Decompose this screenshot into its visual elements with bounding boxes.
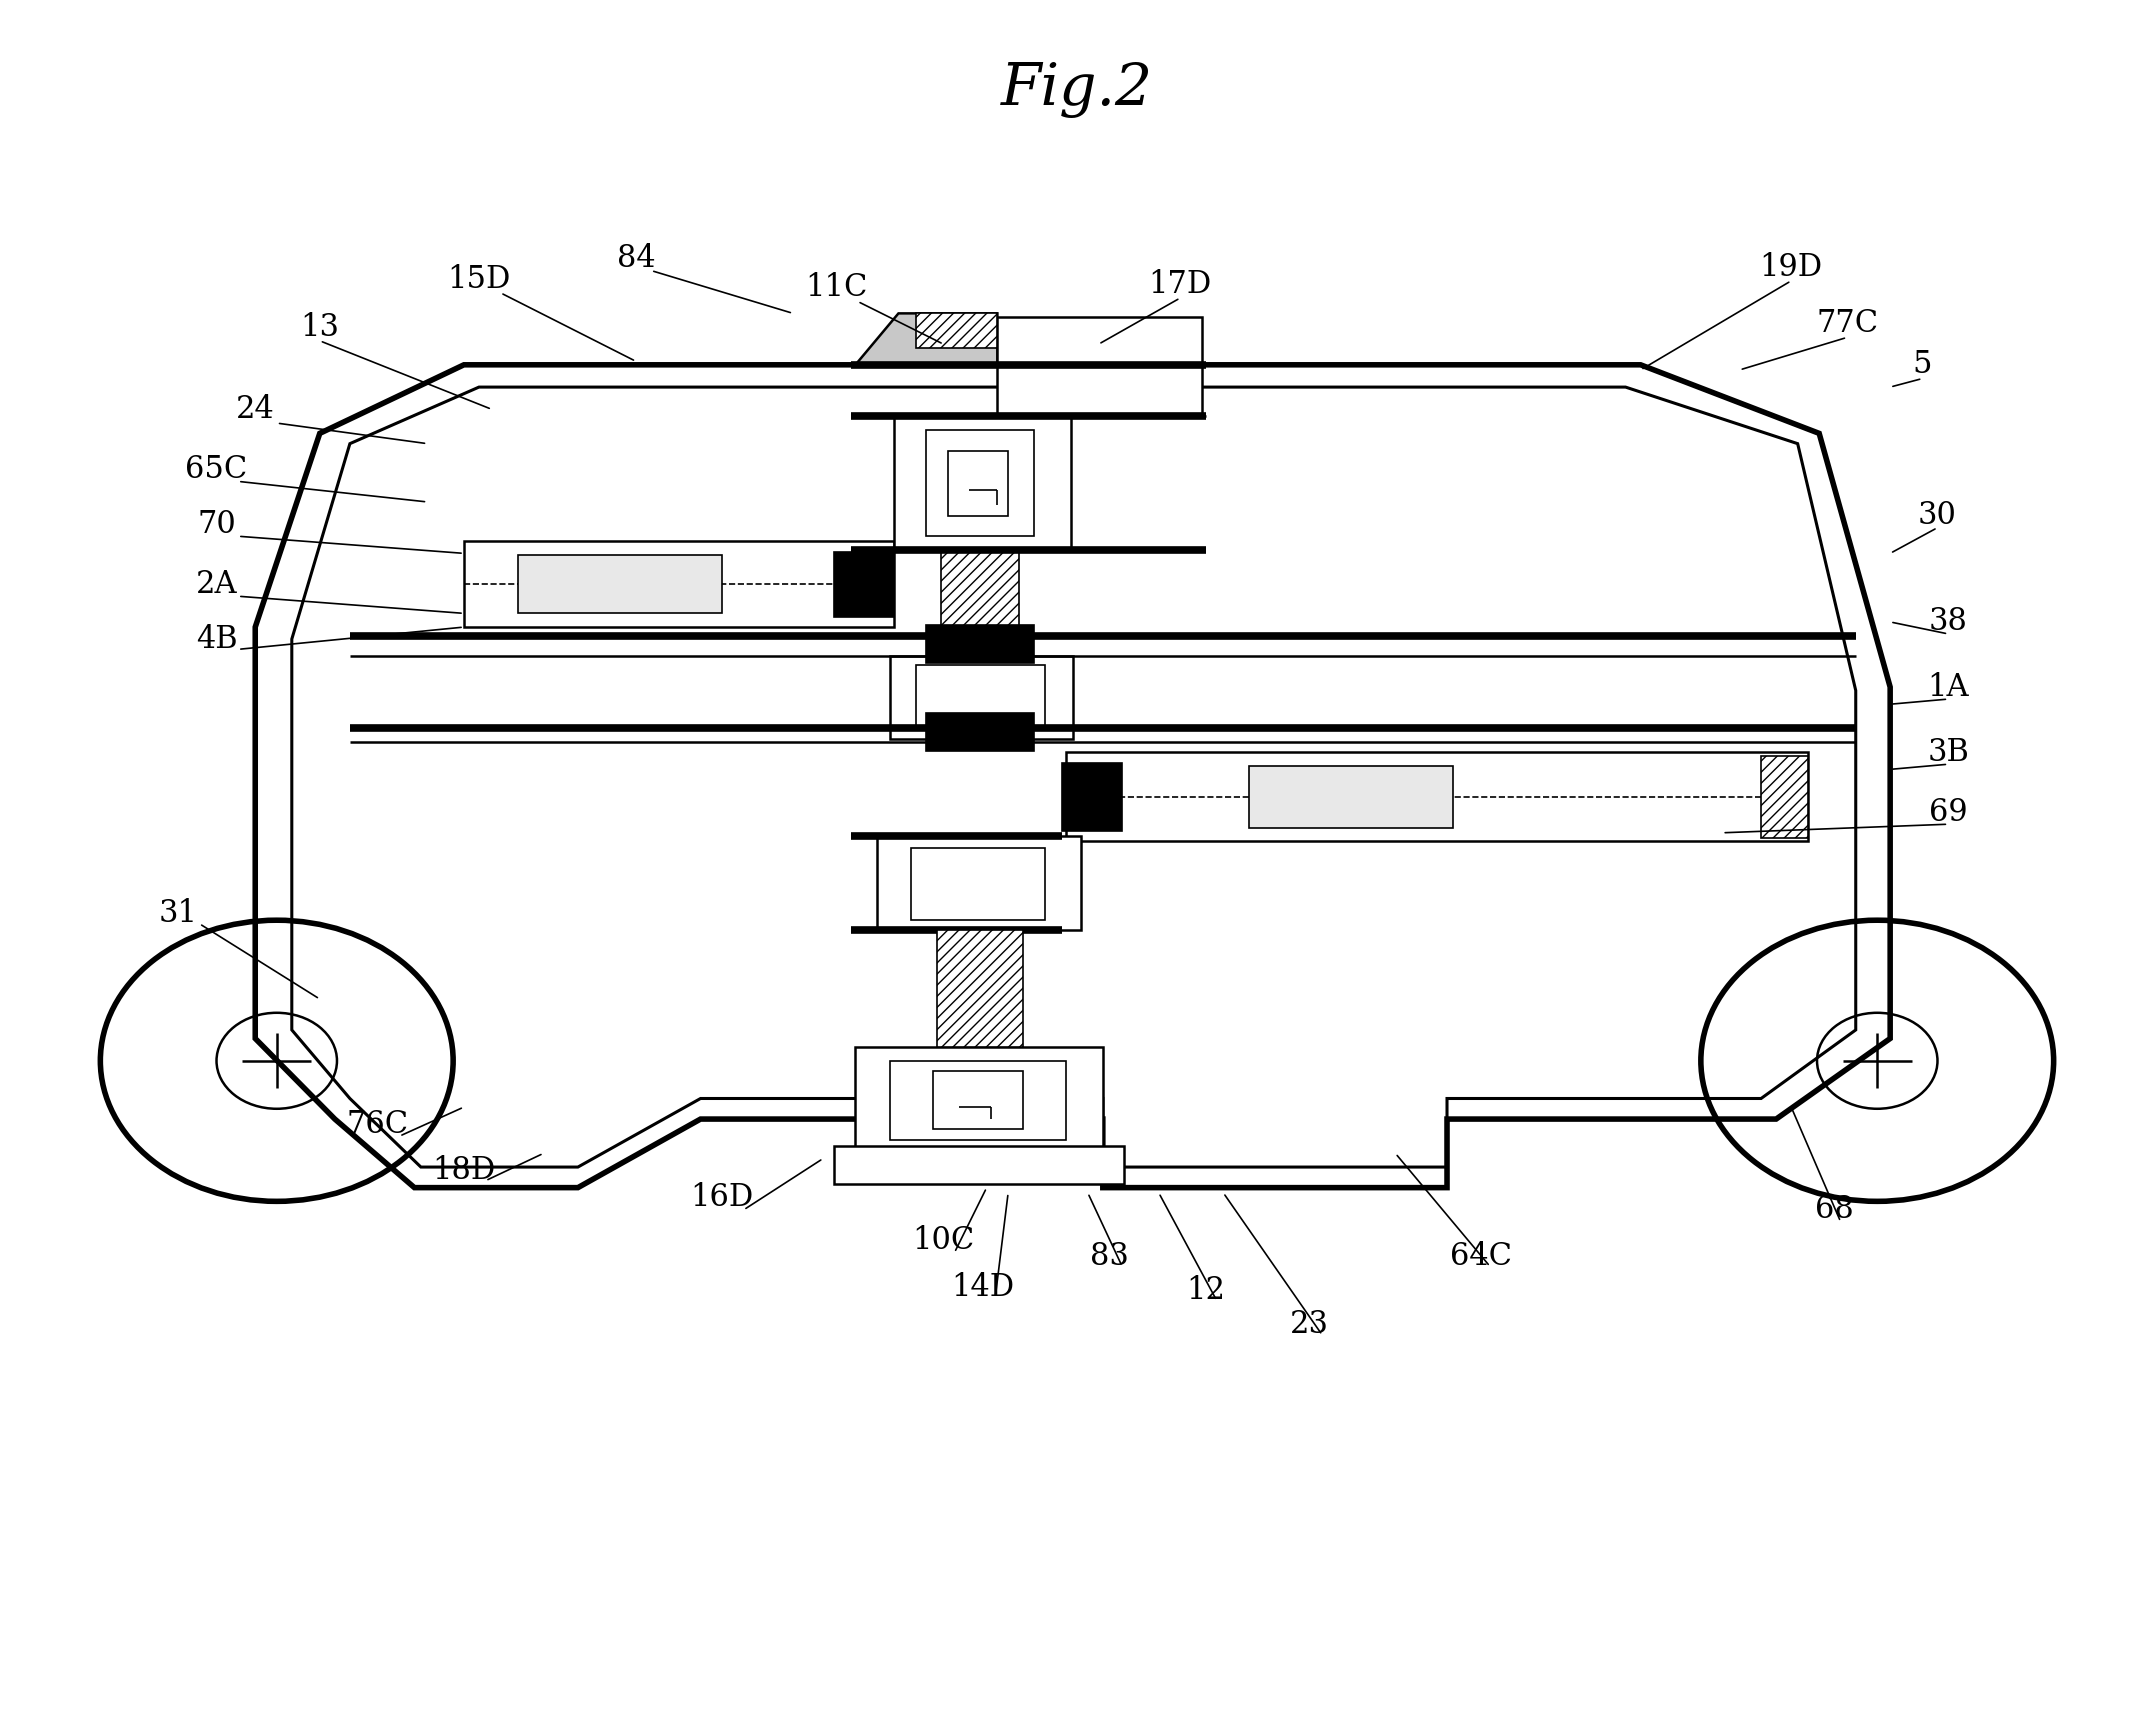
Bar — [926, 713, 1034, 750]
Bar — [890, 1061, 1066, 1140]
Text: 11C: 11C — [806, 273, 868, 304]
Bar — [894, 416, 1071, 549]
Text: 83: 83 — [1090, 1241, 1129, 1272]
Text: 5: 5 — [1913, 349, 1932, 379]
Text: 12: 12 — [1187, 1276, 1226, 1307]
Text: 17D: 17D — [1148, 270, 1213, 300]
Bar — [517, 555, 722, 613]
Text: 14D: 14D — [950, 1272, 1015, 1303]
Bar — [941, 549, 1019, 656]
Bar — [834, 1147, 1124, 1185]
Bar — [855, 1047, 1103, 1150]
Text: 77C: 77C — [1816, 307, 1878, 340]
Bar — [933, 1071, 1023, 1130]
Polygon shape — [855, 314, 997, 364]
Bar — [926, 429, 1034, 536]
Text: 18D: 18D — [433, 1156, 495, 1186]
Text: 38: 38 — [1928, 606, 1969, 637]
Bar — [911, 848, 1045, 920]
Text: 23: 23 — [1290, 1310, 1329, 1341]
Text: 13: 13 — [299, 311, 340, 343]
Text: 69: 69 — [1930, 797, 1967, 828]
Text: 68: 68 — [1816, 1195, 1855, 1226]
Bar — [915, 664, 1045, 730]
Text: 64C: 64C — [1450, 1241, 1512, 1272]
Bar — [1066, 752, 1809, 841]
Text: 2A: 2A — [196, 568, 237, 599]
Text: 30: 30 — [1917, 500, 1958, 531]
Text: 10C: 10C — [913, 1226, 976, 1257]
Text: 70: 70 — [198, 508, 237, 539]
Bar — [1062, 762, 1122, 831]
Bar — [463, 541, 894, 627]
Bar — [877, 836, 1081, 931]
Text: 24: 24 — [235, 393, 274, 424]
Bar — [1762, 755, 1809, 838]
Bar — [1249, 766, 1454, 828]
Text: 15D: 15D — [448, 264, 510, 295]
Text: 31: 31 — [157, 898, 198, 929]
Text: 4B: 4B — [196, 623, 237, 654]
Bar — [937, 931, 1023, 1047]
Text: 84: 84 — [616, 244, 655, 275]
Bar — [948, 450, 1008, 515]
Bar — [915, 314, 997, 347]
Text: 16D: 16D — [691, 1183, 754, 1214]
Bar — [997, 318, 1202, 416]
Text: 76C: 76C — [347, 1109, 409, 1140]
Text: 19D: 19D — [1760, 252, 1822, 283]
Text: 65C: 65C — [185, 453, 248, 484]
Text: Fig.2: Fig.2 — [1002, 62, 1152, 118]
Bar — [926, 625, 1034, 663]
Text: 3B: 3B — [1928, 737, 1969, 767]
Bar — [890, 656, 1073, 738]
Bar — [834, 551, 894, 616]
Text: 1A: 1A — [1928, 671, 1969, 702]
